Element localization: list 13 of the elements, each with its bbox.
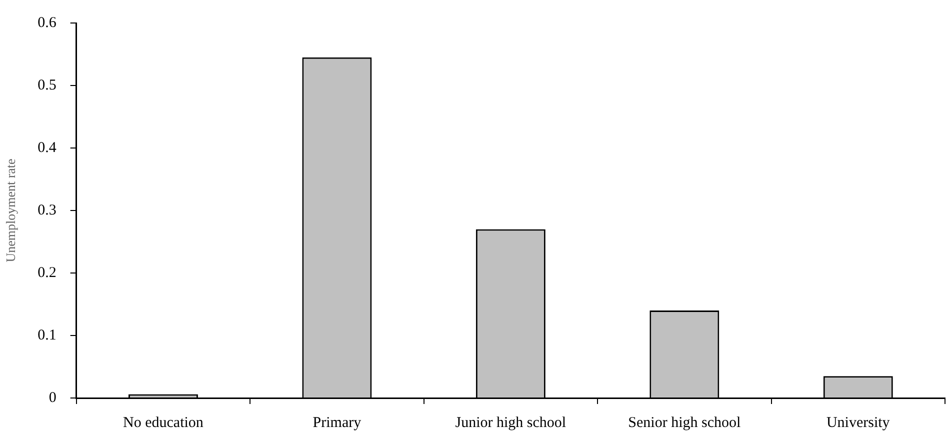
y-tick-label: 0.1 bbox=[38, 327, 56, 344]
y-tick-label: 0.6 bbox=[38, 14, 57, 31]
x-tick-label: Junior high school bbox=[455, 414, 566, 431]
x-tick-label: No education bbox=[123, 414, 204, 431]
y-tick-label: 0.4 bbox=[38, 140, 57, 156]
y-tick-label: 0.3 bbox=[38, 202, 56, 218]
x-tick-label: Senior high school bbox=[628, 414, 741, 431]
x-tick-label: University bbox=[826, 414, 890, 431]
y-tick-label: 0.5 bbox=[38, 77, 56, 94]
y-tick-label: 0 bbox=[48, 390, 56, 406]
x-tick-label: Primary bbox=[312, 414, 362, 431]
y-tick-label: 0.2 bbox=[38, 264, 56, 281]
y-axis-title: Unemployment rate bbox=[3, 158, 18, 262]
